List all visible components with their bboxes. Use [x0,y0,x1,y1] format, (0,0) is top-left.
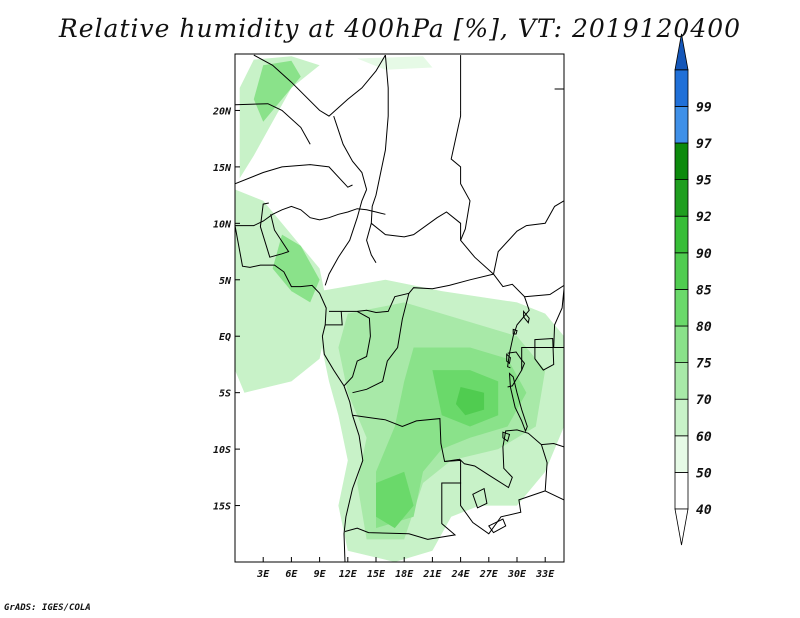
colorbar-label: 40 [696,503,712,518]
humidity-region-nw-sahara-core [253,60,301,122]
y-tick-label: EQ [219,332,231,343]
colorbar-label: 80 [696,320,712,335]
colorbar: 40 50 60 70 75 80 85 90 92 95 97 99 [674,33,712,546]
border-layer [235,54,564,562]
country-border [325,311,343,326]
country-border [507,351,526,371]
x-tick-label: 24E [451,569,471,580]
x-tick-label: 21E [422,569,442,580]
lake-outline [502,431,511,443]
colorbar-segment-40 [674,471,689,510]
country-border [544,490,564,501]
country-border [324,189,368,286]
country-border [541,442,564,448]
colorbar-top-arrow [674,33,689,71]
x-tick-label: 33E [535,569,555,580]
grads-credit: GrADS: IGES/COLA [4,603,91,613]
y-tick-label: 20N [212,106,232,117]
x-tick-label: 6E [285,569,298,580]
y-tick-label: 5S [219,389,231,400]
country-border [333,115,368,190]
y-tick-label: 15N [213,163,232,174]
humidity-region-basin-core-b [376,471,414,529]
country-border [352,293,410,394]
y-tick-label: 10N [213,219,232,230]
colorbar-label: 50 [696,466,712,481]
country-border [366,55,389,264]
x-tick-label: 30E [507,569,527,580]
country-border [493,273,530,369]
colorbar-segment-75 [674,325,689,363]
colorbar-segment-50 [674,435,689,473]
humidity-region-basin-peak [455,387,485,416]
colorbar-label: 92 [696,210,712,225]
y-tick-label: 15S [213,502,231,513]
lake-outline [508,372,528,433]
x-tick-label: 3E [256,569,270,580]
country-border [259,202,290,258]
colorbar-label: 75 [696,357,712,372]
colorbar-segment-97 [674,106,689,144]
humidity-region-libya-streak [357,56,433,70]
colorbar-label: 60 [696,430,712,445]
country-border [235,103,311,145]
colorbar-segment-92 [674,179,689,217]
country-border [493,200,564,275]
lake-outline [488,518,507,534]
axis-layer: 20N 15N 10N 5N EQ 5S 10S 15S 3E 6E 9E 12E 15E 18E 21E 2… [212,106,555,580]
lake-outline [472,487,488,509]
country-border [343,310,371,387]
x-tick-label: 12E [339,569,358,580]
coastline [235,205,386,227]
country-border [524,284,564,298]
colorbar-segment-99 [674,69,689,107]
colorbar-segment-90 [674,215,689,254]
chart-title: Relative humidity at 400hPa [%], VT: 201… [58,14,742,43]
lake-outline [512,328,518,335]
colorbar-label: 90 [696,247,712,262]
country-border [253,54,386,117]
colorbar-segment-60 [674,398,689,437]
country-border [235,225,364,562]
humidity-region-west-africa [235,189,329,393]
colorbar-label: 85 [696,283,712,298]
x-tick-label: 18E [395,569,414,580]
colorbar-segment-80 [674,288,689,327]
map-frame [234,53,565,563]
country-border [235,164,353,188]
country-border [553,288,564,348]
colorbar-label: 70 [696,393,712,408]
country-border [450,110,471,241]
y-tick-label: 10S [213,445,231,456]
colorbar-label: 97 [696,137,712,152]
country-border [441,429,548,535]
country-border [370,211,494,275]
lake-outline [506,353,511,365]
colorbar-bottom-arrow [674,508,689,546]
x-tick-label: 27E [479,569,499,580]
colorbar-label: 95 [696,174,712,189]
colorbar-segment-95 [674,142,689,180]
x-tick-label: 9E [314,569,327,580]
lake-outline [523,310,530,324]
x-tick-label: 15E [367,569,386,580]
colorbar-label: 99 [696,100,712,115]
lake-outline [534,337,555,371]
colorbar-segment-70 [674,362,689,400]
y-tick-label: 5N [219,276,232,287]
colorbar-segment-85 [674,252,689,290]
